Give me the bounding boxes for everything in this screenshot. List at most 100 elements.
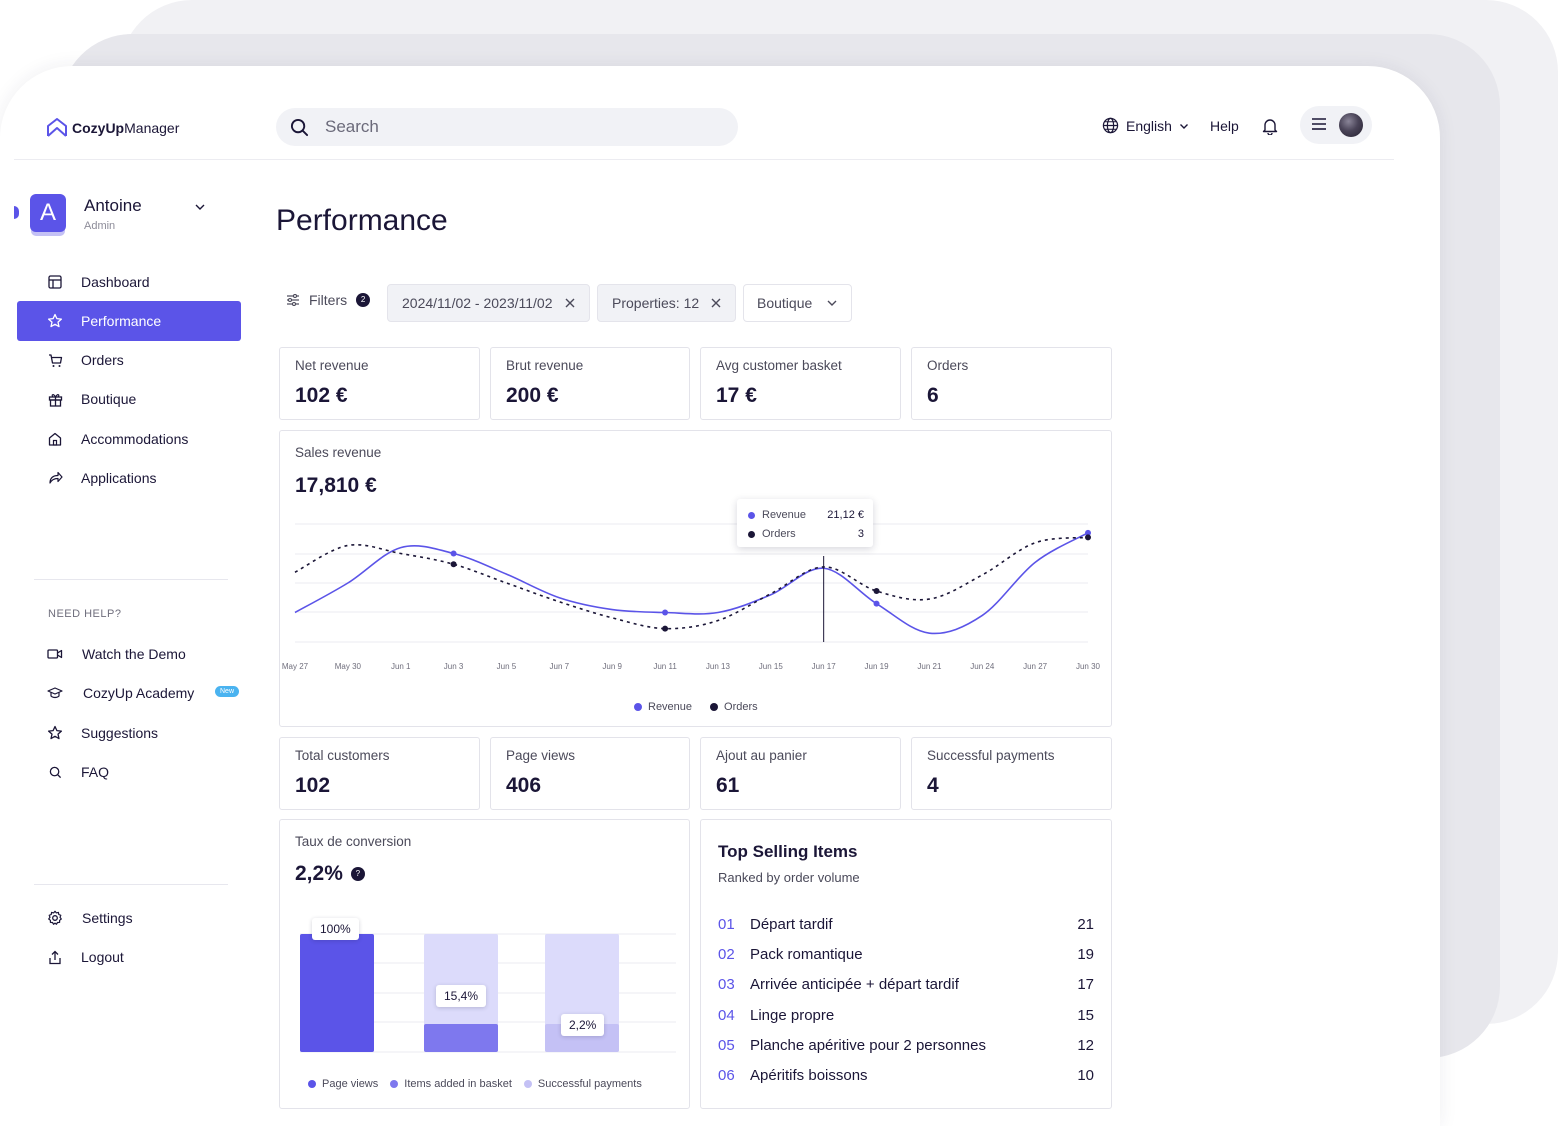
sidebar-item-academy[interactable]: CozyUp Academy New	[17, 673, 241, 713]
sales-line-chart[interactable]: May 27 May 30 Jun 1 Jun 3 Jun 5 Jun 7 Jun 9 Jun…	[280, 431, 1113, 728]
filters-label: Filters	[309, 292, 348, 308]
chevron-down-icon[interactable]	[194, 201, 206, 213]
kpi-label: Ajout au panier	[716, 748, 807, 763]
sidebar-item-settings[interactable]: Settings	[17, 898, 241, 938]
x-tick-label: May 30	[335, 662, 362, 671]
kpi-label: Orders	[927, 358, 969, 373]
x-tick-label: Jun 21	[917, 662, 942, 671]
dropdown-value: Boutique	[757, 295, 813, 311]
data-point[interactable]	[1085, 529, 1091, 536]
sidebar-item-watch-demo[interactable]: Watch the Demo	[17, 634, 241, 674]
new-badge: New	[215, 686, 240, 697]
boutique-dropdown[interactable]: Boutique	[743, 284, 853, 322]
sidebar-item-orders[interactable]: Orders	[17, 340, 241, 380]
legend-label: Page views	[322, 1078, 379, 1090]
sidebar-item-label: Orders	[81, 352, 124, 368]
search-input[interactable]	[325, 117, 705, 137]
help-link[interactable]: Help	[1210, 118, 1239, 134]
sidebar-item-label: Accommodations	[81, 431, 189, 447]
data-point[interactable]	[1085, 534, 1091, 541]
conversion-bar-chart	[300, 933, 676, 1053]
video-icon	[47, 646, 63, 662]
help-icon[interactable]: ?	[350, 867, 365, 881]
properties-chip[interactable]: Properties: 12	[597, 284, 737, 322]
legend-dot	[634, 703, 642, 711]
legend-dot	[390, 1080, 399, 1088]
item-rank: 05	[718, 1037, 735, 1054]
chevron-down-icon	[827, 300, 837, 306]
data-point[interactable]	[450, 561, 457, 568]
share-icon	[47, 470, 63, 486]
item-count: 17	[1077, 976, 1094, 993]
item-count: 21	[1077, 916, 1094, 933]
kpi-value: 102	[295, 774, 331, 797]
filters-count-badge: 2	[356, 293, 371, 307]
sidebar-item-boutique[interactable]: Boutique	[17, 379, 241, 419]
kpi-value: 6	[927, 384, 939, 407]
conversion-value-row: 2,2% ?	[295, 862, 365, 886]
legend-dot	[308, 1080, 316, 1088]
kpi-total-customers: Total customers 102	[279, 737, 480, 810]
close-icon[interactable]	[711, 298, 721, 308]
sidebar-item-logout[interactable]: Logout	[17, 937, 241, 977]
kpi-label: Page views	[506, 748, 576, 763]
bell-icon[interactable]	[1262, 117, 1278, 140]
tooltip-orders-row: Orders	[748, 528, 796, 540]
logo-text-rest: Manager	[124, 120, 180, 136]
data-point[interactable]	[450, 550, 457, 557]
data-point[interactable]	[662, 625, 669, 632]
search-icon	[290, 118, 309, 136]
need-help-heading: NEED HELP?	[48, 608, 122, 620]
sidebar-item-suggestions[interactable]: Suggestions	[17, 713, 241, 753]
logout-icon	[47, 949, 63, 965]
sidebar-item-accommodations[interactable]: Accommodations	[17, 419, 241, 459]
sidebar-item-label: FAQ	[81, 764, 110, 780]
user-indicator	[14, 206, 19, 219]
chart-tooltip: Revenue 21,12 € Orders 3	[737, 499, 873, 547]
sidebar-item-performance[interactable]: Performance	[17, 301, 241, 341]
data-point[interactable]	[873, 600, 880, 607]
filters-button[interactable]: Filters 2	[286, 292, 371, 308]
properties-label: Properties: 12	[612, 295, 700, 311]
sidebar-item-faq[interactable]: FAQ	[17, 752, 241, 792]
legend-label: Items added in basket	[404, 1078, 512, 1090]
tooltip-revenue-label: Revenue	[762, 509, 807, 521]
language-selector[interactable]: English	[1102, 117, 1189, 134]
legend-orders: Orders	[724, 701, 758, 713]
top-selling-title: Top Selling Items	[718, 842, 858, 861]
legend-revenue: Revenue	[648, 701, 693, 713]
item-name: Départ tardif	[750, 916, 833, 933]
search-bar[interactable]	[276, 108, 738, 146]
bar-label: 2,2%	[561, 1014, 605, 1036]
dashboard-icon	[47, 274, 63, 290]
legend-dot	[523, 1080, 532, 1088]
user-role: Admin	[84, 220, 116, 232]
kpi-value: 61	[716, 774, 740, 797]
kpi-avg-basket: Avg customer basket 17 €	[700, 347, 901, 420]
item-rank: 06	[718, 1067, 735, 1084]
series-line-orders	[294, 536, 1089, 630]
sidebar-item-dashboard[interactable]: Dashboard	[17, 262, 241, 302]
user-name[interactable]: Antoine	[84, 196, 142, 215]
user-avatar[interactable]: A	[30, 194, 66, 232]
app-logo[interactable]: CozyUp Manager	[46, 118, 179, 138]
data-point[interactable]	[662, 609, 669, 616]
item-count: 10	[1077, 1067, 1094, 1084]
data-point[interactable]	[873, 588, 880, 595]
x-tick-label: Jun 19	[865, 662, 890, 671]
kpi-page-views: Page views 406	[490, 737, 690, 810]
sidebar-item-applications[interactable]: Applications	[17, 458, 241, 498]
x-tick-label: Jun 3	[444, 662, 464, 671]
sidebar-item-label: Performance	[81, 313, 162, 329]
date-range-chip[interactable]: 2024/11/02 - 2023/11/02	[387, 284, 590, 322]
kpi-net-revenue: Net revenue 102 €	[279, 347, 480, 420]
bar	[424, 1024, 498, 1052]
close-icon[interactable]	[565, 298, 575, 308]
x-tick-label: Jun 30	[1076, 662, 1101, 671]
item-rank: 04	[718, 1007, 735, 1024]
kpi-label: Brut revenue	[506, 358, 584, 373]
x-tick-label: Jun 13	[706, 662, 731, 671]
user-menu-button[interactable]	[1300, 106, 1372, 144]
sidebar-item-label: Logout	[81, 949, 124, 965]
